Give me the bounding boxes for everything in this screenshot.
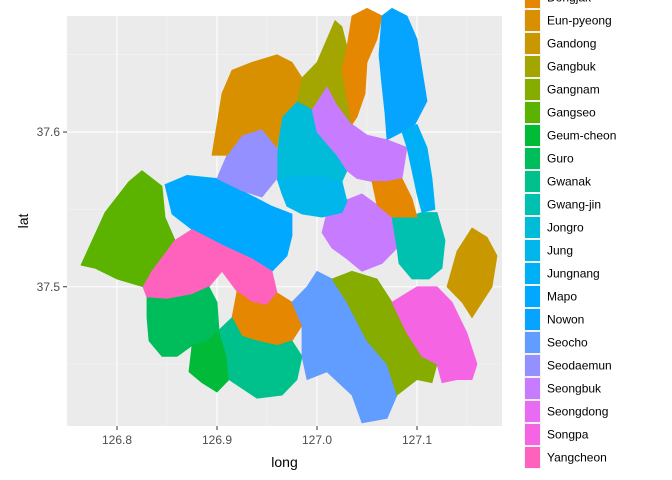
legend-label: Gwang-jin bbox=[547, 198, 601, 212]
district-regions bbox=[80, 7, 498, 424]
region-jungnang-23 bbox=[401, 123, 436, 213]
legend-label: Gangseo bbox=[547, 106, 596, 120]
legend-label: Seocho bbox=[547, 336, 588, 350]
legend-key-swatch bbox=[525, 148, 540, 169]
x-tick-label: 126.8 bbox=[102, 433, 132, 447]
legend-key-swatch bbox=[525, 424, 540, 445]
legend-key-swatch bbox=[525, 240, 540, 261]
x-axis-ticks: 126.8 126.9 127.0 127.1 bbox=[102, 426, 432, 447]
legend-label: Gangnam bbox=[547, 83, 600, 97]
legend-key-swatch bbox=[525, 194, 540, 215]
x-tick-label: 127.0 bbox=[302, 433, 332, 447]
y-tick-label: 37.6 bbox=[37, 125, 61, 139]
y-tick-label: 37.5 bbox=[37, 280, 61, 294]
legend-key-swatch bbox=[525, 10, 540, 31]
legend-label: Jung bbox=[547, 244, 573, 258]
legend-label: Gangbuk bbox=[547, 60, 597, 74]
legend-key-swatch bbox=[525, 217, 540, 238]
legend-label: Seongdong bbox=[547, 405, 608, 419]
region-gandong-11 bbox=[446, 227, 498, 319]
region-nowon-22 bbox=[378, 7, 428, 141]
legend-label: Nowon bbox=[547, 313, 584, 327]
legend-key-swatch bbox=[525, 309, 540, 330]
legend-key-swatch bbox=[525, 332, 540, 353]
legend-label: Yangcheon bbox=[547, 451, 607, 465]
legend-key-swatch bbox=[525, 286, 540, 307]
legend-label: Eun-pyeong bbox=[547, 14, 612, 28]
x-axis-title: long bbox=[271, 454, 297, 470]
legend-key-swatch bbox=[525, 102, 540, 123]
region-seongdong-12 bbox=[321, 193, 398, 272]
y-axis-title: lat bbox=[15, 214, 31, 229]
legend-key-swatch bbox=[525, 33, 540, 54]
legend-key-swatch bbox=[525, 0, 540, 8]
legend-label: Seodaemun bbox=[547, 359, 612, 373]
legend-label: Gandong bbox=[547, 37, 596, 51]
legend-label: Dongjak bbox=[547, 0, 592, 5]
legend-label: Jungnang bbox=[547, 267, 600, 281]
legend-key-swatch bbox=[525, 79, 540, 100]
x-tick-label: 126.9 bbox=[202, 433, 232, 447]
legend-key-swatch bbox=[525, 263, 540, 284]
legend-label: Geum-cheon bbox=[547, 129, 616, 143]
legend-label: Guro bbox=[547, 152, 574, 166]
legend-label: Songpa bbox=[547, 428, 589, 442]
legend-key-swatch bbox=[525, 355, 540, 376]
legend-key-swatch bbox=[525, 125, 540, 146]
legend-key-swatch bbox=[525, 447, 540, 468]
legend-key-swatch bbox=[525, 56, 540, 77]
region-songpa-10 bbox=[391, 286, 478, 384]
legend-label: Seongbuk bbox=[547, 382, 602, 396]
legend-key-swatch bbox=[525, 171, 540, 192]
legend-label: Jongro bbox=[547, 221, 584, 235]
region-gwang-jin-13 bbox=[391, 212, 446, 280]
region-seocho-8 bbox=[291, 270, 398, 424]
legend: Dongjak Eun-pyeong Gandong Gangbuk Gangnam Ga… bbox=[524, 0, 616, 469]
legend-key-swatch bbox=[525, 401, 540, 422]
legend-label: Gwanak bbox=[547, 175, 592, 189]
region-dongjak-18 bbox=[371, 178, 418, 218]
legend-key-swatch bbox=[525, 378, 540, 399]
region-gangnam-9 bbox=[331, 270, 438, 396]
x-tick-label: 127.1 bbox=[402, 433, 432, 447]
y-axis-ticks: 37.5 37.6 bbox=[37, 125, 67, 294]
legend-label: Mapo bbox=[547, 290, 577, 304]
